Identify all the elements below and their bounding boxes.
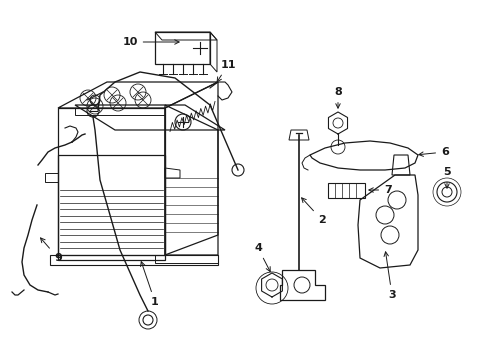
Text: 11: 11 xyxy=(217,60,235,82)
Text: 10: 10 xyxy=(122,37,179,47)
Text: 7: 7 xyxy=(368,185,391,195)
Text: 1: 1 xyxy=(140,262,159,307)
Text: 4: 4 xyxy=(254,243,270,271)
Text: 5: 5 xyxy=(442,167,450,188)
Text: 8: 8 xyxy=(333,87,341,108)
Text: 2: 2 xyxy=(301,198,325,225)
Text: 3: 3 xyxy=(383,252,395,300)
Text: 9: 9 xyxy=(41,238,62,263)
Text: 6: 6 xyxy=(418,147,448,157)
